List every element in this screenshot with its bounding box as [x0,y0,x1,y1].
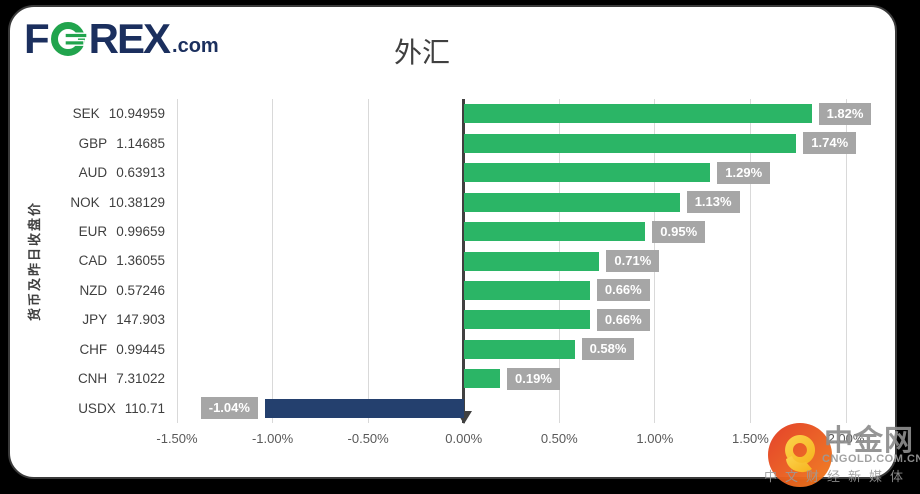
yesterday-close-price: 7.31022 [116,371,165,387]
bar [463,310,590,330]
gridline [272,99,274,423]
value-badge: 0.66% [596,279,650,302]
category-label: EUR 0.99659 [40,217,165,246]
bar [463,133,797,153]
category-label: GBP 1.14685 [40,128,165,157]
x-tick-label: 1.50% [731,431,769,446]
yesterday-close-price: 110.71 [124,400,165,416]
forex-logo-letters-rex: REX [88,15,171,62]
value-badge: 1.29% [717,161,771,184]
category-label: CAD 1.36055 [40,246,165,275]
currency-code: CHF [79,341,108,357]
bar [463,280,590,300]
bar [463,163,711,183]
yesterday-close-price: 0.99445 [116,341,165,357]
gridline [176,99,178,423]
x-tick-label: -1.50% [156,431,198,446]
currency-code: CNH [77,371,108,387]
x-tick-label: 1.00% [636,431,674,446]
chart-title: 外汇 [393,37,450,68]
category-label: CHF 0.99445 [40,335,165,364]
value-badge: 0.19% [507,367,560,390]
x-tick-label: -1.00% [251,431,294,446]
plot-area: 1.82% 1.74% 1.29% 1.13% 0.95% 0.71% 0.66% 0.66%… [176,99,872,424]
value-badge: 0.71% [606,250,660,272]
gridline [749,99,751,423]
value-badge: 0.95% [652,220,706,243]
forex-com-logo: F REX .com [24,15,219,62]
value-badge: 1.74% [803,132,857,155]
currency-code: AUD [78,165,108,181]
bar [463,192,680,212]
currency-code: SEK [72,106,100,122]
category-label: AUD 0.63913 [40,158,165,187]
value-badge: -1.04% [200,397,258,420]
bar [463,104,812,124]
currency-code: NZD [79,282,108,298]
category-label: USDX 110.71 [40,394,165,423]
category-label: NOK 10.38129 [40,187,165,216]
value-badge: 1.82% [818,102,872,125]
forex-logo-dotcom: .com [172,35,219,57]
bar [463,369,501,389]
bar [264,398,464,418]
currency-code: USDX [78,400,116,416]
bar [463,222,646,242]
yesterday-close-price: 0.63913 [116,165,165,181]
x-axis-ticks: -1.50% -1.00% -0.50% 0.00% 0.50% 1.00% 1.50% 2.… [156,431,864,449]
yesterday-close-price: 147.903 [116,312,165,328]
currency-code: EUR [78,224,108,240]
gridline [845,99,847,423]
yesterday-close-price: 0.57246 [116,282,165,298]
value-badge: 1.13% [686,191,740,214]
currency-code: CAD [78,253,108,269]
yesterday-close-price: 0.99659 [116,224,165,240]
currency-code: JPY [82,312,108,328]
bar [463,251,600,271]
bar [463,339,575,359]
gridline [367,99,369,423]
yesterday-close-price: 1.36055 [116,253,165,269]
category-label: SEK 10.94959 [40,99,165,128]
category-label: NZD 0.57246 [40,276,165,305]
yesterday-close-price: 1.14685 [116,135,165,151]
category-label: CNH 7.31022 [40,364,165,393]
yesterday-close-price: 10.94959 [108,106,165,122]
value-badge: 0.66% [596,308,650,331]
currency-code: NOK [70,194,100,210]
x-tick-label: 2.00% [827,431,865,446]
x-tick-label: 0.50% [540,431,578,446]
forex-logo-letter-f: F [24,15,50,62]
x-tick-label: -0.50% [347,431,389,446]
value-badge: 0.58% [581,338,635,361]
category-label: JPY 147.903 [40,305,165,334]
chart-card: F REX .com 外汇 货币及昨日收盘价 SEK 10.94959 GBP 1.1… [8,5,897,479]
forex-globe-icon [50,21,88,57]
x-tick-label: 0.00% [445,431,483,446]
currency-code: GBP [78,135,108,151]
category-axis: SEK 10.94959 GBP 1.14685 AUD 0.63913 NOK 10.381… [40,99,165,423]
yesterday-close-price: 10.38129 [108,194,165,210]
